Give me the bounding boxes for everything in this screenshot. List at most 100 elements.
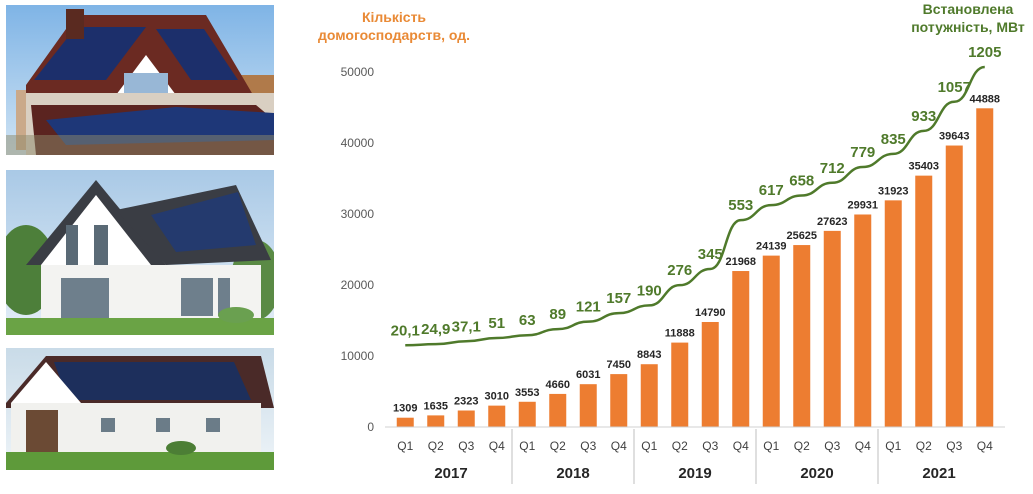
line-value-label: 63 — [519, 312, 536, 329]
line-series — [405, 65, 986, 347]
line-value-label: 658 — [789, 172, 814, 189]
line-value-label: 345 — [698, 246, 723, 263]
bar — [823, 230, 841, 427]
x-tick-label: Q1 — [397, 439, 413, 453]
bar-value-label: 3010 — [485, 391, 509, 403]
line-value-label: 1205 — [968, 44, 1001, 61]
bar — [854, 214, 872, 427]
x-tick-label: Q2 — [916, 439, 932, 453]
line-value-label: 779 — [850, 144, 875, 161]
line-value-label: 37,1 — [452, 318, 481, 335]
bar — [732, 271, 750, 427]
x-tick-label: Q4 — [611, 439, 627, 453]
bar — [976, 108, 994, 427]
bar — [915, 175, 933, 427]
x-tick-label: Q1 — [519, 439, 535, 453]
bar-value-label: 31923 — [878, 185, 909, 197]
x-tick-label: Q3 — [580, 439, 596, 453]
bar — [701, 321, 719, 427]
bar — [457, 410, 475, 427]
bar — [884, 200, 902, 427]
y-tick-label: 20000 — [341, 278, 375, 292]
x-tick-label: Q1 — [641, 439, 657, 453]
line-value-label: 89 — [549, 306, 566, 323]
line-value-label: 1057 — [938, 79, 971, 96]
bar-value-label: 4660 — [546, 379, 570, 391]
bar — [549, 393, 567, 427]
bar — [610, 374, 628, 427]
x-tick-label: Q2 — [428, 439, 444, 453]
line-value-label: 121 — [576, 299, 601, 316]
bar-value-label: 2323 — [454, 396, 478, 408]
bar — [762, 255, 780, 427]
bar-value-label: 29931 — [847, 199, 878, 211]
left-axis-title-line-1: Кількість — [362, 9, 426, 25]
line-value-label: 617 — [759, 182, 784, 199]
y-tick-label: 10000 — [341, 349, 375, 363]
line-value-label: 835 — [881, 131, 906, 148]
bar — [396, 417, 414, 427]
x-axis: Q1 Q2 Q3 Q4 Q1 Q2 Q3 Q4 Q1 Q2 Q3 Q4 Q1 Q2 Q3 Q4 Q1 Q2 Q3 Q4… — [397, 429, 993, 484]
x-tick-label: Q1 — [763, 439, 779, 453]
x-tick-label: Q4 — [489, 439, 505, 453]
bar-value-label: 3553 — [515, 387, 539, 399]
bar — [640, 364, 658, 427]
bar-value-label: 25625 — [786, 230, 817, 242]
installed-capacity-line — [405, 65, 986, 347]
year-label: 2018 — [556, 465, 589, 482]
line-value-label: 553 — [728, 197, 753, 214]
x-tick-label: Q1 — [885, 439, 901, 453]
bar-value-label: 21968 — [725, 256, 756, 268]
x-tick-label: Q4 — [977, 439, 993, 453]
bar-value-label: 7450 — [607, 359, 631, 371]
x-tick-label: Q2 — [550, 439, 566, 453]
x-tick-label: Q3 — [946, 439, 962, 453]
bar-value-label: 1635 — [424, 400, 448, 412]
bar-value-label: 6031 — [576, 369, 600, 381]
line-value-label: 51 — [488, 315, 505, 332]
bar-value-label: 1309 — [393, 403, 417, 415]
bar — [671, 342, 689, 427]
bar-value-label: 24139 — [756, 241, 787, 253]
x-tick-label: Q2 — [794, 439, 810, 453]
x-tick-label: Q3 — [824, 439, 840, 453]
line-value-label: 24,9 — [421, 321, 450, 338]
bar-value-label: 44888 — [969, 93, 1000, 105]
line-value-labels: 20,1 24,9 37,1 51 63 89 121 157 190 276 345 553 617 6… — [391, 44, 1002, 339]
x-tick-label: Q3 — [702, 439, 718, 453]
line-value-label: 190 — [637, 282, 662, 299]
year-label: 2019 — [678, 465, 711, 482]
bar-value-label: 39643 — [939, 131, 970, 143]
bar-value-label: 27623 — [817, 216, 848, 228]
line-value-label: 20,1 — [391, 322, 420, 339]
bar — [579, 384, 597, 427]
year-label: 2021 — [922, 465, 955, 482]
bar — [488, 405, 506, 427]
x-tick-label: Q4 — [855, 439, 871, 453]
line-value-label: 712 — [820, 160, 845, 177]
right-axis-title-line-2: потужність, МВт — [911, 19, 1025, 35]
x-tick-label: Q3 — [458, 439, 474, 453]
line-value-label: 276 — [667, 262, 692, 279]
left-axis-title-line-2: домогосподарств, од. — [318, 27, 470, 43]
bar-value-label: 14790 — [695, 307, 726, 319]
y-tick-label: 0 — [367, 420, 374, 434]
house-photo-2 — [6, 170, 274, 335]
bar — [945, 145, 963, 427]
x-tick-label: Q4 — [733, 439, 749, 453]
bar — [427, 415, 445, 427]
right-axis-title-line-1: Встановлена — [923, 1, 1014, 17]
y-tick-label: 40000 — [341, 136, 375, 150]
y-tick-label: 30000 — [341, 207, 375, 221]
year-label: 2017 — [434, 465, 467, 482]
bar — [793, 245, 811, 427]
house-photo-1 — [6, 5, 274, 155]
bar-value-labels: 1309 1635 2323 3010 3553 4660 6031 7450 8843 1188… — [393, 93, 1000, 414]
line-value-label: 157 — [606, 290, 631, 307]
bar-value-label: 8843 — [637, 349, 661, 361]
bar-value-label: 11888 — [665, 328, 695, 340]
line-value-label: 933 — [911, 108, 936, 125]
house-photo-3 — [6, 348, 274, 470]
bar-value-label: 35403 — [908, 161, 939, 173]
